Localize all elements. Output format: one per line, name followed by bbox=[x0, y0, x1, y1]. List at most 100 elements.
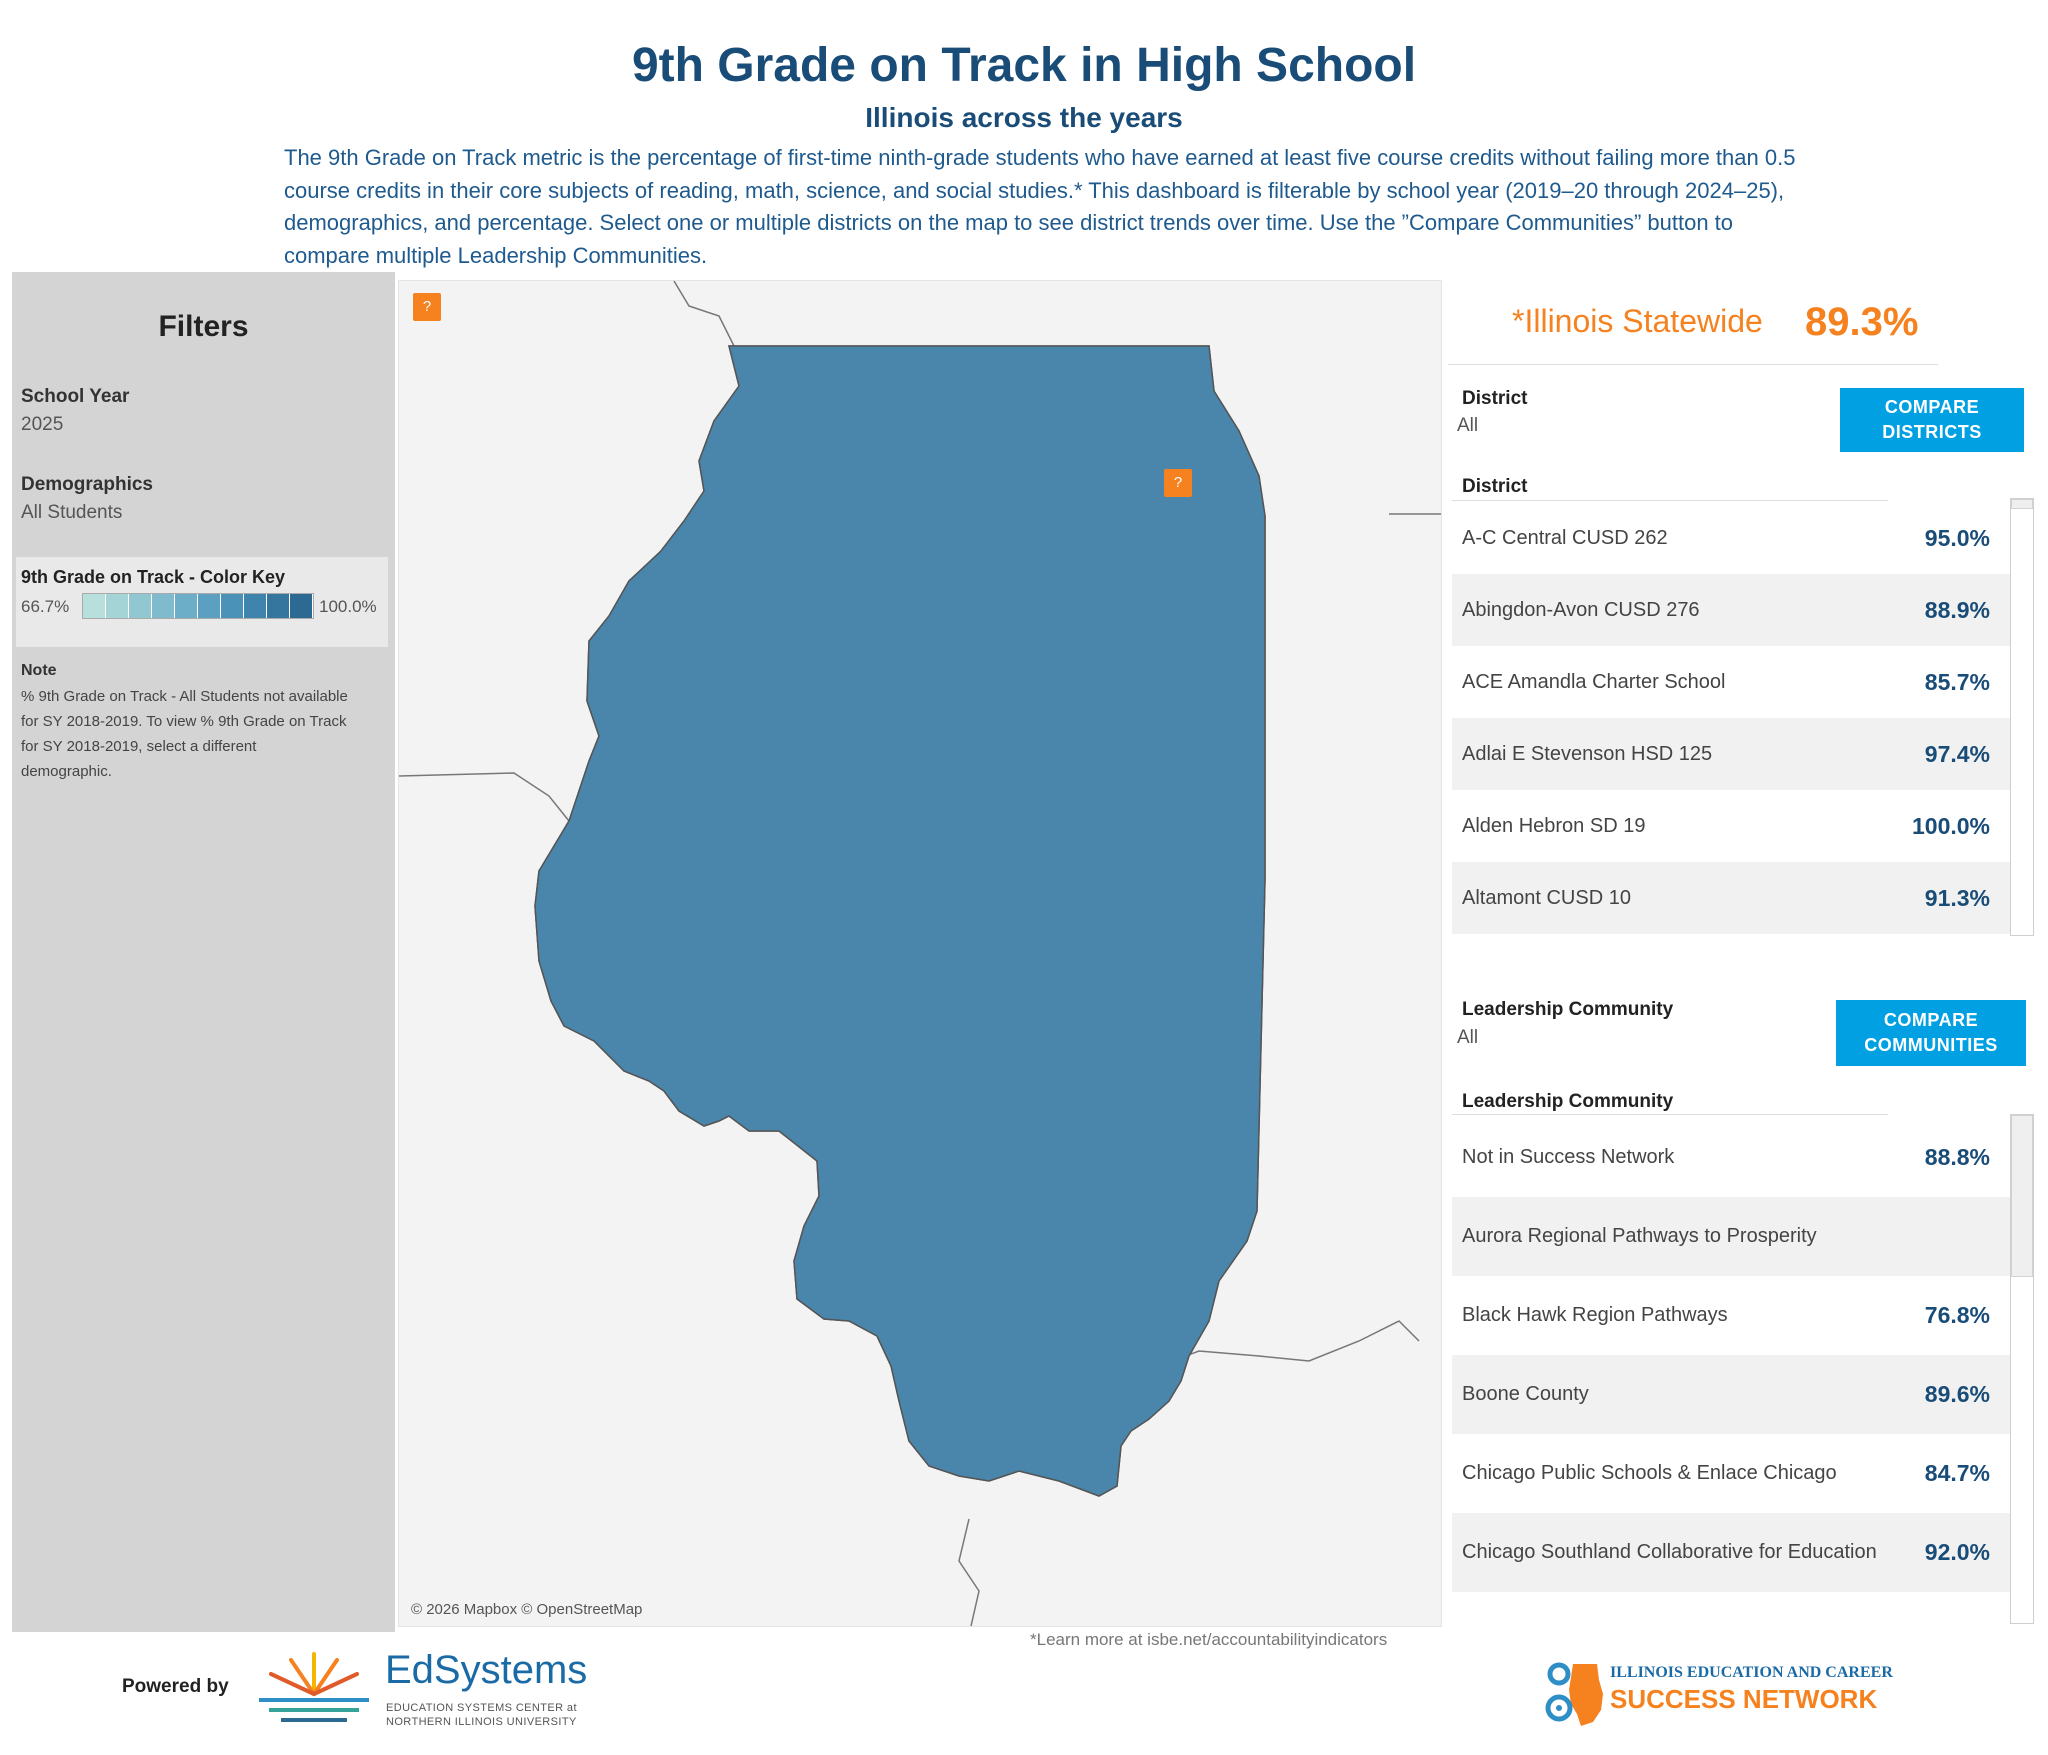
district-shape[interactable] bbox=[779, 1390, 831, 1434]
district-shape[interactable] bbox=[657, 1495, 690, 1533]
list-item[interactable]: Adlai E Stevenson HSD 125 97.4% bbox=[1452, 718, 2012, 790]
district-shape[interactable] bbox=[709, 1459, 747, 1504]
district-shape[interactable] bbox=[1065, 1493, 1098, 1543]
district-shape[interactable] bbox=[570, 507, 623, 549]
district-shape[interactable] bbox=[674, 1463, 711, 1509]
district-shape[interactable] bbox=[683, 1495, 738, 1541]
district-shape[interactable] bbox=[1243, 1492, 1290, 1548]
district-shape[interactable] bbox=[656, 1325, 721, 1361]
district-shape[interactable] bbox=[525, 338, 575, 385]
color-key-swatch[interactable] bbox=[221, 594, 244, 618]
district-shape[interactable] bbox=[630, 1326, 660, 1367]
district-shape[interactable] bbox=[775, 1497, 816, 1536]
district-shape[interactable] bbox=[572, 1460, 622, 1494]
district-shape[interactable] bbox=[525, 1356, 564, 1388]
district-shape[interactable] bbox=[997, 1499, 1069, 1545]
district-shape[interactable] bbox=[1253, 438, 1325, 471]
district-shape[interactable] bbox=[526, 1189, 571, 1221]
district-shape[interactable] bbox=[790, 1427, 841, 1468]
community-list[interactable]: Not in Success Network 88.8% Aurora Region… bbox=[1452, 1118, 2012, 1622]
district-shape[interactable] bbox=[803, 1464, 854, 1510]
district-shape[interactable] bbox=[592, 1187, 657, 1230]
district-shape[interactable] bbox=[617, 1154, 664, 1191]
school-year-filter[interactable]: 2025 bbox=[21, 414, 64, 435]
district-shape[interactable] bbox=[647, 370, 701, 413]
district-shape[interactable] bbox=[840, 1494, 873, 1525]
list-item[interactable]: Alden Hebron SD 19 100.0% bbox=[1452, 790, 2012, 862]
list-item[interactable]: Aurora Regional Pathways to Prosperity bbox=[1452, 1197, 2012, 1276]
district-shape[interactable] bbox=[562, 1259, 596, 1289]
district-shape[interactable] bbox=[703, 1426, 746, 1459]
district-shape[interactable] bbox=[654, 444, 706, 493]
district-shape[interactable] bbox=[555, 1356, 620, 1394]
district-shape[interactable] bbox=[529, 744, 557, 778]
district-shape[interactable] bbox=[548, 542, 623, 570]
list-item[interactable]: Boone County 89.6% bbox=[1452, 1355, 2012, 1434]
district-shape[interactable] bbox=[628, 1227, 691, 1255]
district-shape[interactable] bbox=[1175, 1361, 1249, 1411]
district-shape[interactable] bbox=[528, 1017, 557, 1052]
district-shape[interactable] bbox=[529, 1290, 571, 1325]
district-shape[interactable] bbox=[1245, 1292, 1315, 1345]
district-shape[interactable] bbox=[528, 546, 556, 570]
district-shape[interactable] bbox=[1249, 370, 1289, 424]
district-shape[interactable] bbox=[573, 406, 600, 464]
color-key-swatch[interactable] bbox=[175, 594, 198, 618]
district-shape[interactable] bbox=[585, 1120, 635, 1166]
district-shape[interactable] bbox=[678, 1427, 710, 1468]
district-shape[interactable] bbox=[1155, 1499, 1189, 1523]
district-shape[interactable] bbox=[625, 338, 660, 382]
list-item[interactable]: A-C Central CUSD 262 95.0% bbox=[1452, 502, 2012, 574]
district-shape[interactable] bbox=[612, 472, 682, 521]
district-shape[interactable] bbox=[563, 1192, 594, 1232]
district-shape[interactable] bbox=[623, 1493, 666, 1548]
color-key-swatch[interactable] bbox=[290, 594, 313, 618]
list-item[interactable]: ACE Amandla Charter School 85.7% bbox=[1452, 646, 2012, 718]
color-key-swatch[interactable] bbox=[198, 594, 221, 618]
district-shape[interactable] bbox=[1252, 1324, 1305, 1355]
district-shape[interactable] bbox=[740, 1391, 782, 1425]
community-list-scrollbar[interactable] bbox=[2010, 1114, 2034, 1624]
color-key-gradient[interactable] bbox=[82, 593, 314, 619]
district-shape[interactable] bbox=[527, 404, 574, 453]
district-shape[interactable] bbox=[742, 1460, 807, 1506]
district-shape[interactable] bbox=[1148, 1460, 1182, 1501]
district-shape[interactable] bbox=[877, 1494, 918, 1537]
district-shape[interactable] bbox=[648, 1191, 679, 1229]
district-list-scrollbar[interactable] bbox=[2010, 498, 2034, 936]
district-shape[interactable] bbox=[818, 1492, 848, 1541]
district-shape[interactable] bbox=[592, 1255, 620, 1296]
district-shape[interactable] bbox=[762, 1188, 794, 1227]
district-shape[interactable] bbox=[829, 1391, 885, 1445]
compare-districts-button[interactable]: COMPARE DISTRICTS bbox=[1840, 388, 2024, 452]
color-key-swatch[interactable] bbox=[106, 594, 129, 618]
district-shape[interactable] bbox=[1237, 1425, 1281, 1479]
district-shape[interactable] bbox=[526, 373, 590, 404]
district-shape[interactable] bbox=[1181, 1459, 1224, 1497]
district-shape[interactable] bbox=[1263, 1461, 1333, 1501]
list-item[interactable]: Chicago Public Schools & Enlace Chicago 8… bbox=[1452, 1434, 2012, 1513]
color-key-swatch[interactable] bbox=[152, 594, 175, 618]
district-shape[interactable] bbox=[654, 1289, 718, 1338]
district-shape[interactable] bbox=[564, 1392, 633, 1425]
district-shape[interactable] bbox=[729, 1154, 758, 1189]
district-shape[interactable] bbox=[525, 440, 563, 486]
list-item[interactable]: Black Hawk Region Pathways 76.8% bbox=[1452, 1276, 2012, 1355]
district-shape[interactable] bbox=[525, 713, 569, 754]
color-key-swatch[interactable] bbox=[267, 594, 290, 618]
district-shape[interactable] bbox=[909, 1494, 952, 1530]
district-shape[interactable] bbox=[1095, 1495, 1159, 1549]
district-shape[interactable] bbox=[567, 1497, 626, 1529]
district-shape[interactable] bbox=[583, 1084, 633, 1127]
map-credit[interactable]: © 2026 Mapbox © OpenStreetMap bbox=[411, 1601, 643, 1618]
illinois-choropleth[interactable] bbox=[399, 281, 1441, 1626]
community-filter-value[interactable]: All bbox=[1457, 1027, 1479, 1048]
district-shape[interactable] bbox=[619, 441, 658, 475]
district-shape[interactable] bbox=[648, 1357, 717, 1392]
district-shape[interactable] bbox=[560, 474, 619, 511]
district-shape[interactable] bbox=[660, 1152, 708, 1188]
district-shape[interactable] bbox=[669, 1118, 734, 1168]
district-shape[interactable] bbox=[733, 1497, 780, 1528]
district-shape[interactable] bbox=[526, 1224, 577, 1262]
learn-more-link[interactable]: *Learn more at isbe.net/accountabilityin… bbox=[1030, 1630, 1388, 1649]
